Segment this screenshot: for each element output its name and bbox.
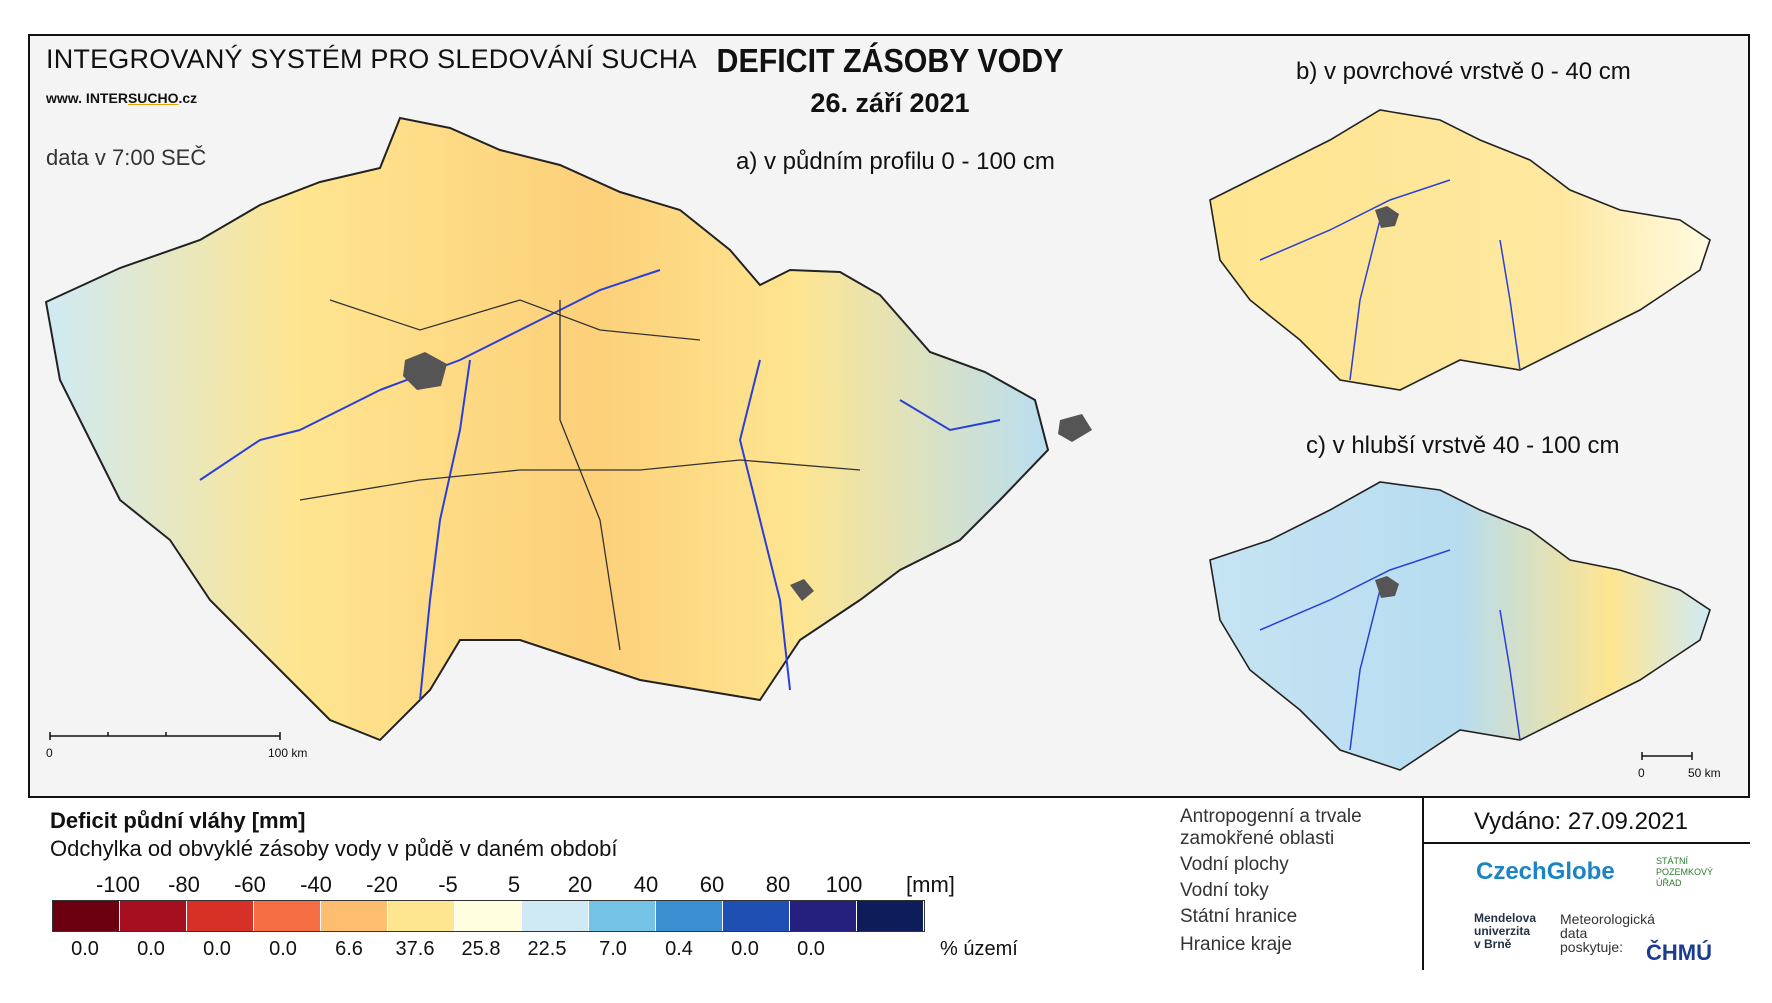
- map-b-rivers: [1259, 179, 1521, 381]
- issued-date: Vydáno: 27.09.2021: [1474, 808, 1688, 835]
- color-swatch: [254, 901, 321, 931]
- map-a-prague: [403, 352, 447, 390]
- color-swatch: [790, 901, 857, 931]
- map-b-prague: [1375, 206, 1399, 228]
- scale-bar-c: [1641, 752, 1693, 760]
- url-sucho: SUCHO: [127, 90, 179, 106]
- legend-tick: -20: [366, 872, 398, 897]
- legend-tick: -40: [300, 872, 332, 897]
- map-b-country: [1209, 109, 1711, 391]
- percent-value: 0.4: [665, 938, 693, 960]
- scale-a-100km: 100 km: [268, 746, 308, 760]
- map-a-ostrava: [1058, 414, 1092, 442]
- issued-divider: [1424, 842, 1750, 844]
- percent-value: 0.0: [797, 938, 825, 960]
- map-a-title: a) v půdním profilu 0 - 100 cm: [736, 148, 1055, 175]
- map-a-country: [44, 116, 1050, 742]
- map-a-rivers: [199, 269, 1001, 701]
- map-c-country: [1209, 481, 1711, 771]
- met-line: data: [1560, 925, 1588, 941]
- legend-tick: 40: [633, 872, 659, 897]
- legend-tick: -5: [438, 872, 458, 897]
- percent-value: 0.0: [71, 938, 99, 960]
- legend-panel: [28, 796, 1750, 970]
- legend-tick: -80: [168, 872, 200, 897]
- legend-river-label: Vodní toky: [1180, 880, 1269, 901]
- percent-unit: % území: [940, 938, 1018, 960]
- color-swatch: [522, 901, 589, 931]
- legend-tick: 5: [507, 872, 521, 897]
- legend-tick: 60: [699, 872, 725, 897]
- map-c-prague: [1375, 576, 1399, 598]
- percent-value: 0.0: [731, 938, 759, 960]
- mendel-line: v Brně: [1474, 937, 1512, 951]
- color-swatch: [723, 901, 790, 931]
- legend-urban-label-2: zamokřené oblasti: [1180, 828, 1335, 849]
- met-line: poskytuje:: [1560, 939, 1624, 955]
- legend-tick: 100: [825, 872, 863, 897]
- color-swatch: [857, 901, 924, 931]
- scale-a-zero: 0: [46, 746, 53, 760]
- color-swatch: [321, 901, 388, 931]
- map-c-title: c) v hlubší vrstvě 40 - 100 cm: [1306, 432, 1620, 459]
- legend-region-border-label: Hranice kraje: [1180, 934, 1292, 955]
- org-title: INTEGROVANÝ SYSTÉM PRO SLEDOVÁNÍ SUCHA: [46, 44, 697, 74]
- color-swatch: [589, 901, 656, 931]
- legend-tick-unit: [mm]: [906, 872, 955, 897]
- legend-divider: [1422, 796, 1424, 970]
- color-swatch: [53, 901, 120, 931]
- legend-subtitle: Odchylka od obvyklé zásoby vody v půdě v…: [50, 836, 618, 861]
- percent-value: 25.8: [461, 938, 501, 960]
- percent-value: 22.5: [527, 938, 567, 960]
- scale-c-zero: 0: [1638, 766, 1645, 780]
- legend-tick: 80: [765, 872, 791, 897]
- percent-value: 7.0: [599, 938, 627, 960]
- scale-c-50km: 50 km: [1688, 766, 1721, 780]
- url-prefix: www. INTER: [46, 90, 128, 106]
- percent-value: 0.0: [269, 938, 297, 960]
- color-swatch: [187, 901, 254, 931]
- map-a-brno: [790, 579, 814, 601]
- mendel-logo-text: Mendelova univerzita v Brně: [1474, 912, 1536, 951]
- map-c-rivers: [1259, 549, 1521, 751]
- legend-state-border-label: Státní hranice: [1180, 906, 1298, 927]
- color-swatch: [455, 901, 522, 931]
- legend-tick: 20: [567, 872, 593, 897]
- map-date: 26. září 2021: [810, 88, 970, 118]
- percent-value: 37.6: [395, 938, 435, 960]
- color-swatch: [656, 901, 723, 931]
- mendel-line: Mendelova: [1474, 911, 1537, 925]
- color-swatch: [120, 901, 187, 931]
- chmu-logo: ČHMÚ: [1646, 940, 1712, 965]
- legend-urban-label-1: Antropogenní a trvale: [1180, 806, 1362, 827]
- percent-value: 0.0: [137, 938, 165, 960]
- legend-tick: -100: [95, 872, 141, 897]
- color-scale-bar: [52, 900, 925, 932]
- legend-title: Deficit půdní vláhy [mm]: [50, 808, 306, 833]
- site-url[interactable]: www. INTERSUCHO.cz: [46, 90, 197, 106]
- percent-value: 6.6: [335, 938, 363, 960]
- met-data-text: Meteorologická data poskytuje:: [1560, 912, 1655, 954]
- spu-logo-text: STÁTNÍ POZEMKOVÝ ÚŘAD: [1656, 856, 1713, 889]
- mendel-line: univerzita: [1474, 924, 1531, 938]
- data-time: data v 7:00 SEČ: [46, 145, 207, 170]
- map-b-title: b) v povrchové vrstvě 0 - 40 cm: [1296, 58, 1631, 85]
- scale-bar-a: [49, 732, 281, 740]
- spu-line: POZEMKOVÝ: [1656, 867, 1714, 877]
- met-line: Meteorologická: [1560, 911, 1655, 927]
- czechglobe-logo: CzechGlobe: [1476, 858, 1615, 885]
- legend-tick: -60: [234, 872, 266, 897]
- page-title: DEFICIT ZÁSOBY VODY: [716, 42, 1064, 79]
- map-a-regions: [299, 299, 861, 651]
- spu-line: STÁTNÍ: [1656, 856, 1689, 866]
- percent-value: 0.0: [203, 938, 231, 960]
- spu-line: ÚŘAD: [1656, 878, 1682, 888]
- color-swatch: [388, 901, 455, 931]
- legend-water-label: Vodní plochy: [1180, 854, 1289, 875]
- url-suffix: .cz: [178, 90, 198, 106]
